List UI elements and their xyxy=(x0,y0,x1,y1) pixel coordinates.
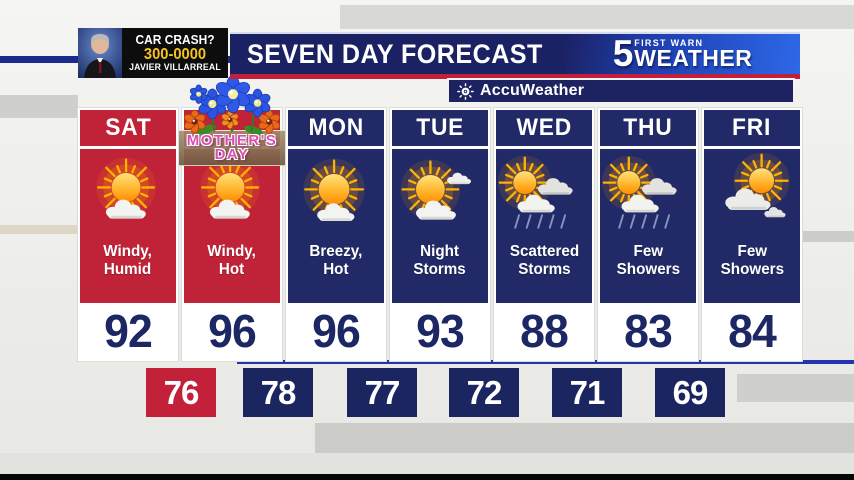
accuweather-label: AccuWeather xyxy=(480,82,585,99)
mothers-day-text: MOTHER'S xyxy=(186,132,278,149)
low-temp: 71 xyxy=(552,368,622,417)
high-temp: 96 xyxy=(289,303,383,359)
condition-text: Windy, Humid xyxy=(103,243,153,278)
page-title: SEVEN DAY FORECAST xyxy=(247,38,543,69)
decorative-bar xyxy=(0,225,78,234)
forecast-day-sun: MOTHER'S DAY Windy, Hot 96 xyxy=(179,75,285,361)
condition-text: Few Showers xyxy=(720,243,784,278)
day-forecast: Few Showers xyxy=(704,149,800,303)
decorative-bar xyxy=(0,453,854,474)
condition-text: Few Showers xyxy=(616,243,680,278)
attorney-photo xyxy=(78,28,122,78)
forecast-banner: SEVEN DAY FORECAST 5 FIRST WARN WEATHER xyxy=(230,32,800,79)
day-header: FRI xyxy=(704,110,800,149)
low-temp: 69 xyxy=(655,368,725,417)
ad-attorney-name: JAVIER VILLARREAL xyxy=(129,61,221,73)
forecast-columns: SAT Windy, Humid 92 MOTHER'S DAY xyxy=(78,75,802,361)
decorative-bar xyxy=(737,374,854,402)
day-header: MON xyxy=(288,110,384,149)
ad-phone-number: 300-0000 xyxy=(143,45,207,63)
high-temp: 84 xyxy=(705,303,799,359)
weather-icon-partly-sunny xyxy=(80,151,176,245)
decorative-bar xyxy=(0,95,78,118)
weather-icon-partly-sunny xyxy=(184,151,280,245)
condition-text: Breezy, Hot xyxy=(309,243,363,278)
forecast-day-mon: MON Breezy, Hot 96 xyxy=(286,108,386,361)
day-forecast: Night Storms xyxy=(392,149,488,303)
day-label: TUE xyxy=(416,114,464,141)
accuweather-sun-icon xyxy=(457,82,474,100)
attorney-ad: CAR CRASH? 300-0000 JAVIER VILLARREAL xyxy=(78,28,228,78)
day-header: WED xyxy=(496,110,592,149)
forecast-day-wed: WED Scattered Storms 88 xyxy=(494,108,594,361)
condition-text: Windy, Hot xyxy=(207,243,257,278)
forecast-day-fri: FRI Few Showers 84 xyxy=(702,108,802,361)
day-header: THU xyxy=(600,110,696,149)
day-forecast: Scattered Storms xyxy=(496,149,592,303)
weather-icon-sun-clouds xyxy=(392,151,488,245)
mothers-day-flowers xyxy=(183,75,281,136)
decorative-bar xyxy=(797,231,854,242)
decorative-bar xyxy=(315,423,854,453)
day-header: MOTHER'S DAY xyxy=(179,75,285,166)
station-tagline: FIRST WARN xyxy=(634,38,704,48)
day-label: THU xyxy=(623,114,673,141)
condition-text: Scattered Storms xyxy=(509,243,579,278)
day-forecast: Few Showers xyxy=(600,149,696,303)
low-temp: 72 xyxy=(449,368,519,417)
weather-icon-storms xyxy=(496,151,592,245)
decorative-black-strip xyxy=(0,474,854,480)
low-temp: 77 xyxy=(347,368,417,417)
high-temp: 96 xyxy=(185,303,279,359)
low-temp: 78 xyxy=(243,368,313,417)
station-number: 5 xyxy=(612,33,634,74)
station-logo: 5 FIRST WARN WEATHER xyxy=(565,34,800,74)
day-label: MON xyxy=(308,114,364,141)
day-forecast: Windy, Humid xyxy=(80,149,176,303)
high-temp: 88 xyxy=(497,303,591,359)
day-forecast: Breezy, Hot xyxy=(288,149,384,303)
forecast-day-thu: THU Few Showers 83 xyxy=(598,108,698,361)
high-temp: 93 xyxy=(393,303,487,359)
forecast-day-tue: TUE Night Storms 93 xyxy=(390,108,490,361)
ad-headline: CAR CRASH? xyxy=(135,32,215,48)
day-label: WED xyxy=(516,114,572,141)
decorative-bar xyxy=(340,5,854,29)
station-name: WEATHER xyxy=(634,45,753,71)
weather-icon-mostly-cloudy xyxy=(704,151,800,245)
day-label: SAT xyxy=(104,114,152,141)
day-forecast: Windy, Hot xyxy=(184,149,280,303)
weather-icon-mostly-sunny xyxy=(288,151,384,245)
weather-icon-showers xyxy=(600,151,696,245)
forecast-day-sat: SAT Windy, Humid 92 xyxy=(78,108,178,361)
high-temp: 83 xyxy=(601,303,695,359)
condition-text: Night Storms xyxy=(413,243,467,278)
day-header: TUE xyxy=(392,110,488,149)
banner-title-area: SEVEN DAY FORECAST xyxy=(230,34,566,74)
decorative-blue-line xyxy=(237,360,854,364)
low-temp: 76 xyxy=(146,368,216,417)
day-header: SAT xyxy=(80,110,176,149)
high-temp: 92 xyxy=(81,303,175,359)
day-label: FRI xyxy=(732,114,772,141)
attorney-ad-text: CAR CRASH? 300-0000 JAVIER VILLARREAL xyxy=(126,28,224,78)
accuweather-bar: AccuWeather xyxy=(447,78,795,104)
